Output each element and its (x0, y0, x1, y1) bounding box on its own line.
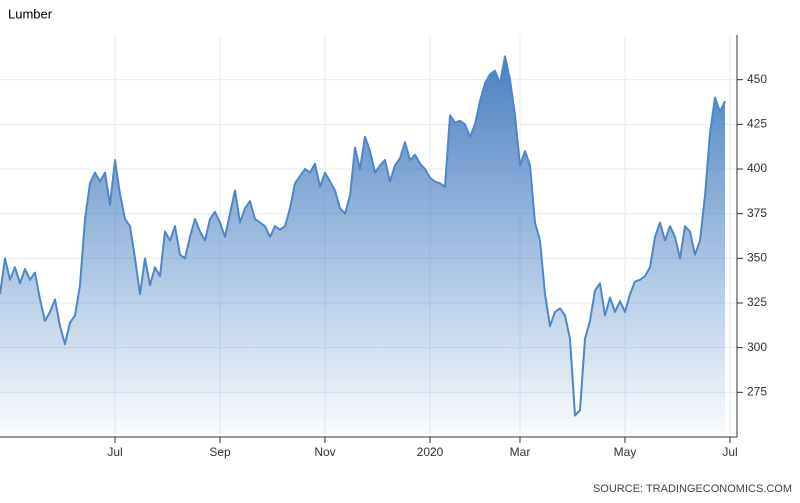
x-tick-label: 2020 (417, 445, 444, 459)
line (0, 55, 726, 417)
y-tick-label: 425 (747, 117, 767, 131)
x-tick-label: Jul (107, 445, 122, 459)
y-tick-label: 450 (747, 72, 767, 86)
x-tick-label: Mar (510, 445, 531, 459)
y-tick-label: 325 (747, 295, 767, 309)
x-tick-label: Sep (209, 445, 231, 459)
y-tick-label: 350 (747, 251, 767, 265)
source: SOURCE: TRADINGECONOMICS.COM (593, 483, 792, 495)
y-tick-label: 275 (747, 385, 767, 399)
y-tick-label: 400 (747, 161, 767, 175)
x-tick-label: May (614, 445, 637, 459)
chart-title: Lumber (8, 6, 53, 21)
y-tick-label: 300 (747, 340, 767, 354)
area (0, 56, 725, 437)
x-tick-label: Jul (722, 445, 737, 459)
y-tick-label: 375 (747, 206, 767, 220)
x-tick-label: Nov (314, 445, 335, 459)
